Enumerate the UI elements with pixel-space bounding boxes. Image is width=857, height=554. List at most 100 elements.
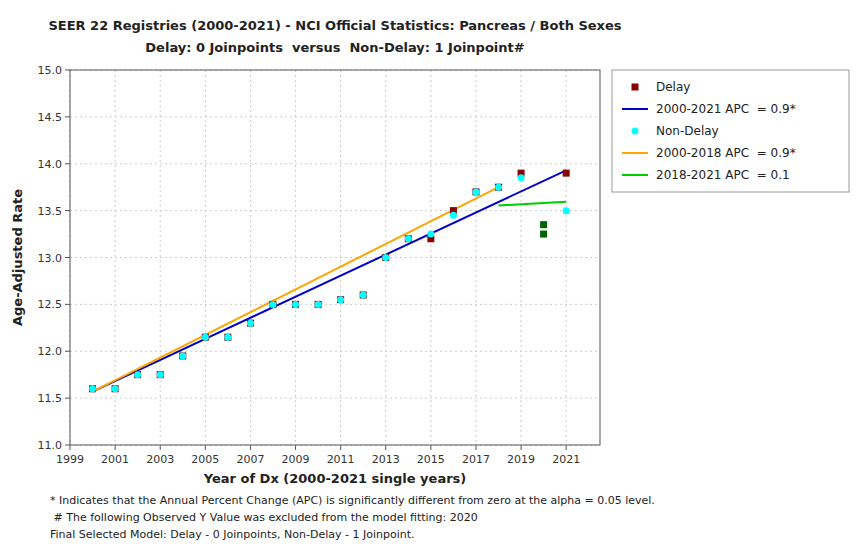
grid-line	[70, 257, 600, 258]
point	[247, 320, 254, 327]
grid-line	[70, 163, 600, 164]
grid-line	[70, 398, 600, 399]
series-line	[93, 170, 567, 391]
point	[337, 296, 344, 303]
point	[540, 231, 547, 238]
tick-label: 2003	[146, 453, 174, 466]
point	[450, 212, 457, 219]
tick-label: 13.5	[38, 205, 63, 218]
tick-label: 2017	[462, 453, 490, 466]
point	[382, 254, 389, 261]
legend-label: 2018-2021 APC = 0.1	[656, 168, 790, 182]
point	[472, 188, 479, 195]
point	[112, 385, 119, 392]
tick-label: 2019	[507, 453, 535, 466]
point	[495, 184, 502, 191]
series-line	[499, 202, 567, 206]
tick-label: 1999	[56, 453, 84, 466]
tick	[295, 445, 296, 450]
point	[292, 301, 299, 308]
tick-label: 14.5	[38, 111, 63, 124]
point	[360, 292, 367, 299]
point	[269, 301, 276, 308]
tick-label: 13.0	[38, 252, 63, 265]
tick-label: 2009	[282, 453, 310, 466]
tick	[65, 398, 70, 399]
tick	[566, 445, 567, 450]
tick	[250, 445, 251, 450]
legend: Delay 2000-2021 APC = 0.9* Non-Delay 2000-2…	[612, 70, 849, 192]
tick-label: 2005	[191, 453, 219, 466]
tick	[160, 445, 161, 450]
legend-swatch	[622, 174, 648, 176]
tick	[65, 304, 70, 305]
point	[89, 385, 96, 392]
legend-swatch	[632, 84, 639, 91]
series-line	[93, 187, 499, 391]
point	[472, 188, 479, 195]
point	[382, 254, 389, 261]
tick	[65, 70, 70, 71]
title: SEER 22 Registries (2000-2021) - NCI Off…	[48, 18, 621, 33]
legend-swatch	[632, 128, 639, 135]
point	[495, 184, 502, 191]
point	[427, 231, 434, 238]
legend-frame	[612, 70, 849, 192]
point	[540, 221, 547, 228]
tick	[385, 445, 386, 450]
point	[224, 334, 231, 341]
grid-line	[70, 351, 600, 352]
tick	[65, 210, 70, 211]
legend-swatch	[622, 152, 648, 154]
tick-label: 11.0	[38, 439, 63, 452]
x-axis-label: Year of Dx (2000-2021 single years)	[203, 471, 467, 486]
tick-label: 12.0	[38, 345, 63, 358]
point	[563, 207, 570, 214]
plot-frame	[70, 70, 600, 445]
tick	[115, 445, 116, 450]
tick-label: 2015	[417, 453, 445, 466]
tick	[65, 445, 70, 446]
grid-line	[70, 210, 600, 211]
point	[179, 352, 186, 359]
tick-label: 14.0	[38, 158, 63, 171]
chart: 1999200120032005200720092011201320152017…	[0, 0, 857, 554]
grid-line	[70, 116, 600, 117]
tick-label: 2021	[552, 453, 580, 466]
point	[360, 292, 367, 299]
point	[269, 301, 276, 308]
point	[315, 301, 322, 308]
point	[157, 371, 164, 378]
background	[0, 0, 857, 554]
legend-swatch	[622, 108, 648, 110]
footnote: * Indicates that the Annual Percent Chan…	[50, 494, 655, 507]
point	[202, 334, 209, 341]
point	[157, 371, 164, 378]
y-axis-label: Age-Adjusted Rate	[10, 189, 25, 326]
point	[405, 235, 412, 242]
tick-label: 11.5	[38, 392, 63, 405]
point	[563, 170, 570, 177]
tick	[65, 116, 70, 117]
tick-label: 2007	[236, 453, 264, 466]
tick-label: 2013	[372, 453, 400, 466]
point	[179, 352, 186, 359]
tick	[430, 445, 431, 450]
legend-label: Non-Delay	[656, 124, 719, 138]
footnote: Final Selected Model: Delay - 0 Joinpoin…	[50, 528, 415, 541]
point	[247, 320, 254, 327]
subtitle: Delay: 0 Joinpoints versus Non-Delay: 1 …	[145, 40, 524, 55]
tick	[340, 445, 341, 450]
point	[202, 334, 209, 341]
tick	[65, 163, 70, 164]
grid-line	[70, 304, 600, 305]
point	[518, 174, 525, 181]
point	[134, 371, 141, 378]
legend-label: 2000-2018 APC = 0.9*	[656, 146, 796, 160]
point	[292, 301, 299, 308]
point	[112, 385, 119, 392]
tick-label: 2011	[327, 453, 355, 466]
tick	[65, 351, 70, 352]
legend-label: Delay	[656, 80, 690, 94]
legend-label: 2000-2021 APC = 0.9*	[656, 102, 796, 116]
